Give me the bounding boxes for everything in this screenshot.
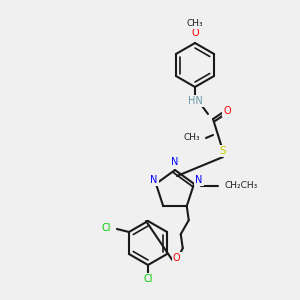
Text: Cl: Cl [101, 223, 111, 233]
Text: Cl: Cl [143, 274, 153, 284]
Text: N: N [150, 175, 158, 185]
Text: O: O [191, 28, 199, 38]
Text: CH₃: CH₃ [183, 133, 200, 142]
Text: CH₂CH₃: CH₂CH₃ [224, 181, 257, 190]
Text: S: S [220, 146, 226, 156]
Text: CH₃: CH₃ [187, 19, 203, 28]
Text: N: N [195, 175, 203, 185]
Text: O: O [223, 106, 231, 116]
Text: O: O [173, 253, 181, 263]
Text: N: N [171, 157, 179, 167]
Text: HN: HN [188, 96, 202, 106]
